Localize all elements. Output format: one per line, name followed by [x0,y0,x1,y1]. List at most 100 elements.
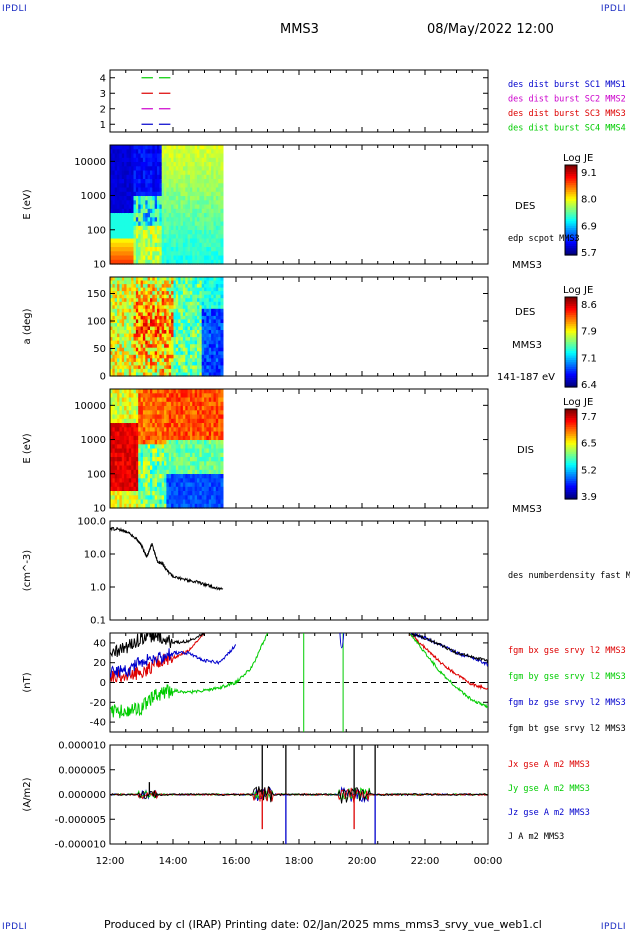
spectrogram-cell [135,312,139,317]
spectrogram-cell [135,452,139,458]
spectrogram-cell [173,461,177,467]
spectrogram-cell [211,486,215,492]
spectrogram-cell [110,153,113,159]
spectrogram-cell [131,291,135,296]
colorbar-step [565,328,577,332]
spectrogram-cell [131,247,135,252]
spectrogram-cell [168,478,172,484]
spectrogram-cell [213,301,217,306]
spectrogram-cell [110,294,113,299]
spectrogram-cell [192,406,196,411]
spectrogram-cell [208,277,212,282]
spectrogram-cell [201,452,205,458]
spectrogram-cell [173,431,177,437]
spectrogram-cell [173,308,177,313]
spectrogram-cell [138,503,142,509]
spectrogram-cell [168,166,172,172]
spectrogram-cell [131,354,135,359]
spectrogram-cell [199,337,203,342]
spectrogram-cell [133,149,137,155]
spectrogram-cell [140,230,144,235]
spectrogram-cell [192,323,196,328]
spectrogram-cell [213,238,217,244]
spectrogram-cell [126,305,130,310]
spectrogram-cell [213,179,217,184]
spectrogram-cell [182,393,186,399]
spectrogram-cell [126,503,130,509]
spectrogram-cell [185,414,189,420]
spectrogram-cell [185,457,189,462]
spectrogram-cell [171,323,175,328]
spectrogram-cell [166,187,170,193]
spectrogram-cell [194,280,198,285]
spectrogram-cell [114,174,118,180]
spectrogram-cell [159,305,163,310]
spectrogram-cell [147,423,151,428]
spectrogram-cell [204,162,208,167]
colorbar-step [565,360,577,363]
spectrogram-cell [187,305,191,310]
spectrogram-cell [117,337,121,342]
spectrogram-cell [135,162,139,167]
spectrogram-cell [147,452,151,458]
colorbar-step [565,490,577,493]
spectrogram-cell [199,179,203,184]
spectrogram-cell [164,247,168,252]
des-energy-colorbar-tick: 8.0 [581,195,597,206]
spectrogram-cell [194,393,198,399]
spectrogram-cell [168,495,172,501]
spectrogram-cell [180,166,184,172]
spectrogram-cell [175,162,179,167]
colorbar-step [565,346,577,350]
spectrogram-cell [133,294,137,299]
spectrogram-cell [175,242,179,248]
spectrogram-cell [157,157,160,163]
spectrogram-cell [180,291,184,296]
spectrogram-cell [147,401,151,407]
spectrogram-cell [187,448,191,454]
spectrogram-cell [190,457,193,462]
spectrogram-cell [192,200,196,206]
spectrogram-cell [145,358,149,363]
spectrogram-cell [173,330,177,335]
spectrogram-cell [204,153,208,159]
spectrogram-cell [138,491,142,496]
spectrogram-cell [159,448,163,454]
spectrogram-cell [166,277,170,282]
spectrogram-cell [157,431,160,437]
spectrogram-cell [157,486,160,492]
spectrogram-cell [182,344,186,349]
spectrogram-cell [164,277,168,282]
spectrogram-cell [159,365,163,370]
spectrogram-cell [194,179,198,184]
spectrogram-cell [211,418,215,424]
spectrogram-cell [124,347,128,352]
spectrogram-cell [159,354,163,359]
spectrogram-cell [150,344,153,349]
spectrogram-cell [168,414,172,420]
spectrogram-cell [117,347,121,352]
spectrogram-cell [178,427,182,433]
spectrogram-cell [110,344,113,349]
spectrogram-cell [110,393,113,399]
spectrogram-cell [175,344,179,349]
spectrogram-cell [131,153,135,159]
spectrogram-cell [128,431,132,437]
spectrogram-cell [135,298,139,303]
spectrogram-cell [152,234,156,240]
des-energy-tick-label: 1000 [81,191,106,202]
spectrogram-cell [215,234,219,240]
spectrogram-cell [194,213,198,218]
spectrogram-cell [211,259,215,265]
spectrogram-cell [142,208,146,214]
spectrogram-cell [157,499,160,505]
spectrogram-cell [145,401,149,407]
spectrogram-cell [208,435,212,441]
spectrogram-cell [114,401,118,407]
spectrogram-cell [166,448,170,454]
spectrogram-cell [147,372,151,377]
spectrogram-cell [197,427,200,433]
spectrogram-cell [175,291,179,296]
spectrogram-cell [218,208,222,214]
spectrogram-cell [133,204,137,210]
